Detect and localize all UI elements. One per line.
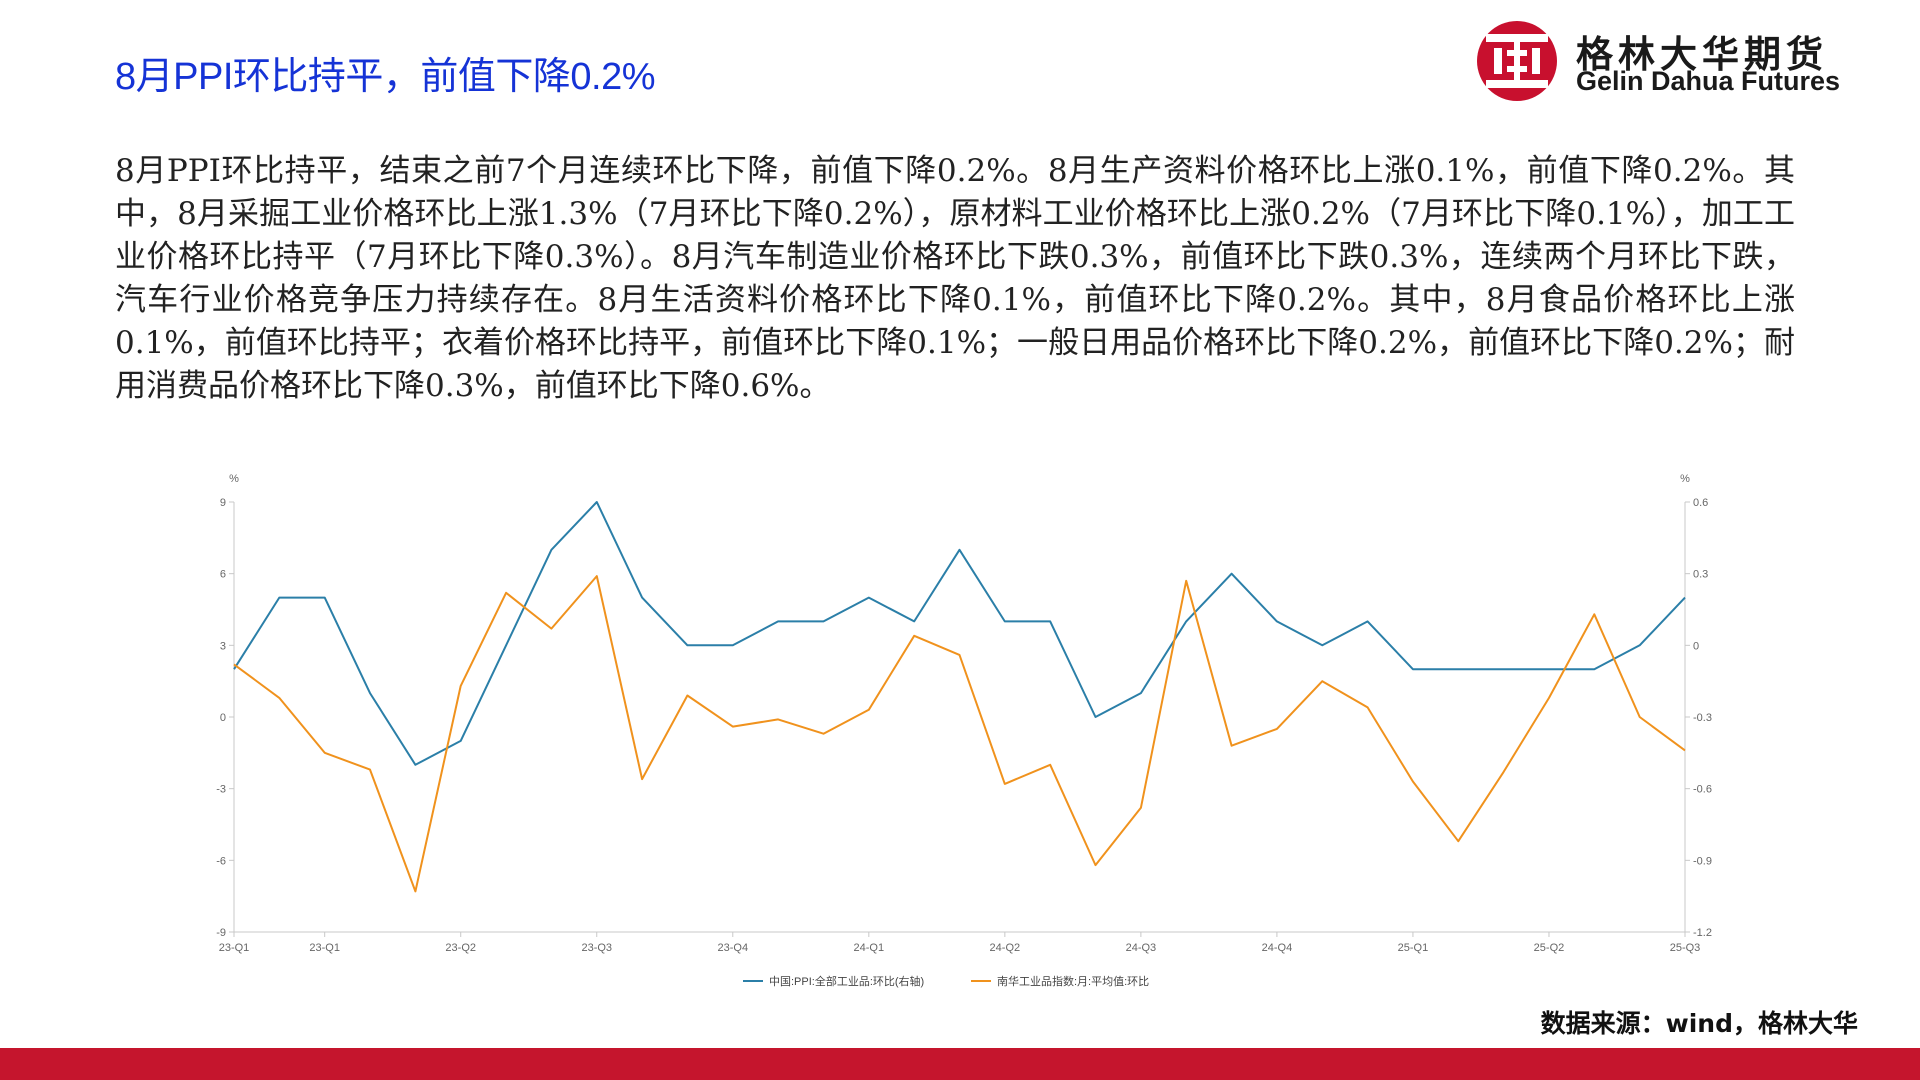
left-tick-label: 6 <box>220 569 226 581</box>
right-tick-label: -0.3 <box>1693 712 1712 724</box>
x-tick-label: 24-Q2 <box>990 942 1021 954</box>
x-tick-label: 23-Q4 <box>717 942 748 954</box>
left-tick-label: 3 <box>220 640 226 652</box>
x-tick-label: 24-Q1 <box>854 942 885 954</box>
x-tick-label: 23-Q1 <box>219 942 250 954</box>
x-tick-label: 25-Q3 <box>1670 942 1701 954</box>
commentary-paragraph: 8月PPI环比持平，结束之前7个月连续环比下降，前值下降0.2%。8月生产资料价… <box>115 153 1795 404</box>
brand-name-cn: 格林大华期货 <box>1576 33 1828 76</box>
x-tick-label: 24-Q4 <box>1262 942 1293 954</box>
x-tick-label: 23-Q1 <box>309 942 340 954</box>
ppi-line-chart: % %9630-3-6-90.60.30-0.3-0.6-0.9-1.223-Q1… <box>216 473 1712 988</box>
right-tick-label: -1.2 <box>1693 927 1712 939</box>
right-tick-label: 0 <box>1693 640 1699 652</box>
left-tick-label: -9 <box>216 927 226 939</box>
x-tick-label: 25-Q2 <box>1534 942 1565 954</box>
company-logo: 格林大华期货 Gelin Dahua Futures <box>1474 18 1894 101</box>
data-source-note: 数据来源：wind，格林大华 <box>1540 1009 1858 1038</box>
left-tick-label: -3 <box>216 784 226 796</box>
right-tick-label: 0.6 <box>1693 497 1708 509</box>
legend-label-1: 中国:PPI:全部工业品:环比(右轴) <box>769 974 924 988</box>
nanhua-index-line <box>233 575 1686 893</box>
left-tick-label: 0 <box>220 712 226 724</box>
right-tick-label: 0.3 <box>1693 569 1708 581</box>
brand-name-en: Gelin Dahua Futures <box>1576 66 1841 96</box>
right-tick-label: -0.9 <box>1693 855 1712 867</box>
ppi-mom-line <box>233 501 1686 766</box>
left-axis-unit: % <box>229 473 239 485</box>
bottom-brand-bar <box>0 1048 1920 1080</box>
x-tick-label: 23-Q2 <box>445 942 476 954</box>
left-tick-label: -6 <box>216 855 226 867</box>
page-title: 8月PPI环比持平，前值下降0.2% <box>115 56 656 98</box>
legend-label-2: 南华工业品指数:月:平均值:环比 <box>997 974 1149 988</box>
x-tick-label: 23-Q3 <box>581 942 612 954</box>
left-tick-label: 9 <box>220 497 226 509</box>
right-tick-label: -0.6 <box>1693 784 1712 796</box>
x-tick-label: 25-Q1 <box>1398 942 1429 954</box>
right-axis-unit: % <box>1680 473 1690 485</box>
x-tick-label: 24-Q3 <box>1126 942 1157 954</box>
gelin-dahua-logo-icon <box>1477 21 1557 101</box>
